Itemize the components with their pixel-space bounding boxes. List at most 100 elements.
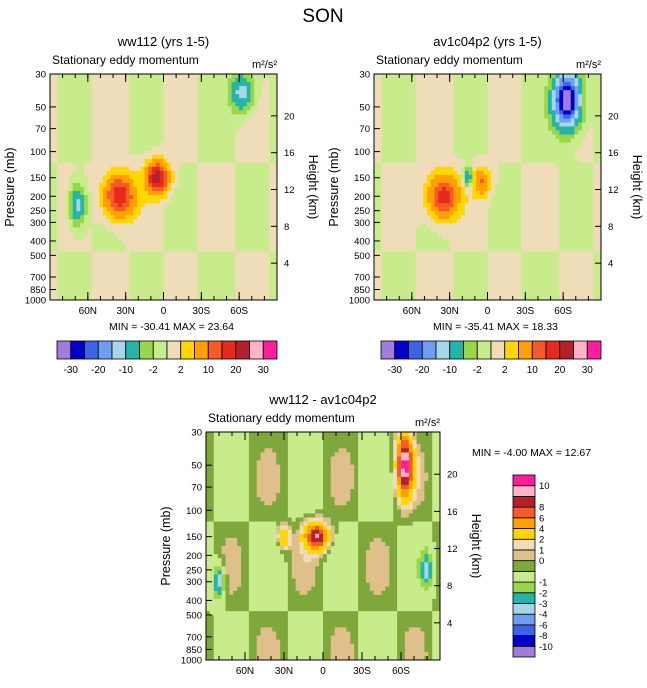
field-cell — [164, 143, 168, 148]
field-cell — [269, 122, 273, 127]
field-cell — [129, 272, 133, 277]
field-cell — [385, 219, 389, 224]
field-cell — [378, 219, 382, 224]
field-cell — [73, 151, 77, 156]
field-cell — [137, 78, 141, 83]
field-cell — [412, 239, 416, 244]
field-cell — [205, 183, 209, 188]
field-cell — [404, 143, 408, 148]
field-cell — [201, 90, 205, 95]
field-cell — [446, 135, 450, 140]
field-cell — [228, 110, 232, 115]
field-cell — [88, 106, 92, 111]
field-cell — [141, 159, 145, 164]
field-cell — [235, 199, 239, 204]
field-cell — [133, 155, 137, 160]
field-cell — [164, 78, 168, 83]
field-cell — [461, 118, 465, 123]
field-cell — [209, 215, 213, 220]
field-cell — [76, 239, 80, 244]
field-cell — [107, 122, 111, 127]
field-cell — [194, 191, 198, 196]
field-cell — [50, 167, 54, 172]
field-cell — [235, 135, 239, 140]
field-cell — [69, 219, 73, 224]
field-cell — [397, 167, 401, 172]
field-cell — [99, 244, 103, 249]
field-cell — [209, 78, 213, 83]
field-cell — [243, 122, 247, 127]
field-cell — [247, 175, 251, 180]
field-cell — [416, 264, 420, 269]
field-cell — [84, 272, 88, 277]
field-cell — [107, 272, 111, 277]
field-cell — [61, 143, 65, 148]
field-cell — [137, 248, 141, 253]
field-cell — [258, 264, 262, 269]
field-cell — [73, 280, 77, 285]
field-cell — [126, 122, 130, 127]
field-cell — [58, 90, 62, 95]
field-cell — [258, 268, 262, 273]
field-cell — [389, 223, 393, 228]
field-cell — [446, 147, 450, 152]
field-cell — [145, 203, 149, 208]
field-cell — [152, 78, 156, 83]
field-cell — [152, 191, 156, 196]
field-cell — [427, 74, 431, 79]
field-cell — [404, 292, 408, 297]
field-cell — [148, 175, 152, 180]
field-cell — [408, 147, 412, 152]
field-cell — [254, 260, 258, 265]
field-cell — [88, 260, 92, 265]
field-cell — [382, 159, 386, 164]
field-cell — [61, 102, 65, 107]
field-cell — [435, 211, 439, 216]
field-cell — [412, 256, 416, 261]
field-cell — [266, 74, 270, 79]
field-cell — [201, 147, 205, 152]
field-cell — [213, 159, 217, 164]
field-cell — [92, 256, 96, 261]
field-cell — [262, 207, 266, 212]
field-cell — [389, 167, 393, 172]
field-cell — [423, 126, 427, 131]
field-cell — [472, 82, 476, 87]
field-cell — [88, 211, 92, 216]
field-cell — [457, 106, 461, 111]
field-cell — [419, 276, 423, 281]
field-cell — [92, 280, 96, 285]
field-cell — [50, 82, 54, 87]
field-cell — [129, 179, 133, 184]
field-cell — [194, 288, 198, 293]
field-cell — [167, 159, 171, 164]
field-cell — [209, 143, 213, 148]
field-cell — [262, 106, 266, 111]
field-cell — [164, 147, 168, 152]
field-cell — [469, 139, 473, 144]
field-cell — [382, 147, 386, 152]
field-cell — [404, 110, 408, 115]
field-cell — [224, 147, 228, 152]
field-cell — [76, 284, 80, 289]
field-cell — [160, 155, 164, 160]
field-cell — [427, 171, 431, 176]
field-cell — [442, 227, 446, 232]
field-cell — [103, 122, 107, 127]
field-cell — [254, 175, 258, 180]
field-cell — [397, 159, 401, 164]
field-cell — [228, 284, 232, 289]
field-cell — [438, 110, 442, 115]
field-cell — [99, 175, 103, 180]
field-cell — [118, 86, 122, 91]
field-cell — [431, 167, 435, 172]
field-cell — [50, 86, 54, 91]
field-cell — [129, 195, 133, 200]
field-cell — [114, 126, 118, 131]
field-cell — [103, 78, 107, 83]
field-cell — [95, 114, 99, 119]
field-cell — [262, 268, 266, 273]
field-cell — [126, 90, 130, 95]
field-cell — [107, 102, 111, 107]
field-cell — [393, 143, 397, 148]
